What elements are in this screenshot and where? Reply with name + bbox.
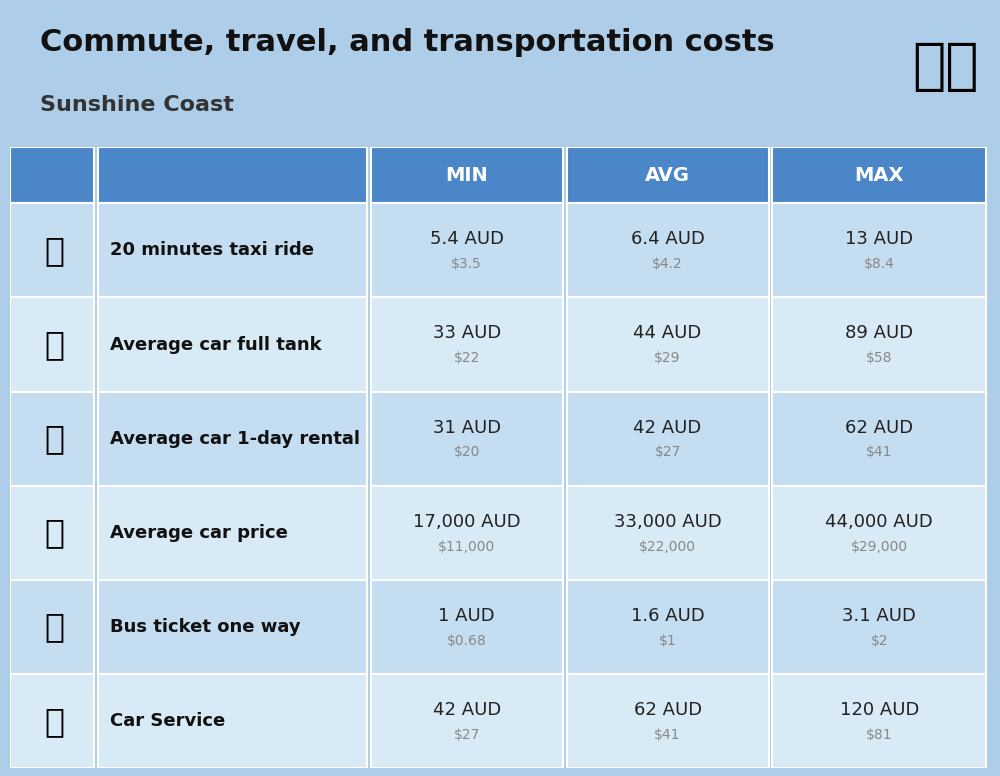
FancyBboxPatch shape [772, 147, 986, 203]
FancyBboxPatch shape [772, 297, 986, 392]
Text: Sunshine Coast: Sunshine Coast [40, 95, 234, 115]
FancyBboxPatch shape [10, 147, 94, 203]
Text: $3.5: $3.5 [451, 257, 482, 271]
FancyBboxPatch shape [10, 580, 94, 674]
Text: $1: $1 [659, 634, 676, 648]
FancyBboxPatch shape [567, 203, 769, 297]
Text: 🚗: 🚗 [44, 516, 64, 549]
Text: 🚕: 🚕 [44, 234, 64, 267]
Text: 33,000 AUD: 33,000 AUD [614, 513, 721, 531]
Text: $29: $29 [654, 352, 681, 365]
Text: 13 AUD: 13 AUD [845, 230, 913, 248]
Text: 120 AUD: 120 AUD [840, 701, 919, 719]
FancyBboxPatch shape [98, 297, 367, 392]
FancyBboxPatch shape [10, 203, 94, 297]
Text: $58: $58 [866, 352, 893, 365]
FancyBboxPatch shape [98, 147, 367, 203]
FancyBboxPatch shape [772, 580, 986, 674]
FancyBboxPatch shape [10, 297, 94, 392]
Text: 🛠: 🛠 [44, 705, 64, 738]
Text: 62 AUD: 62 AUD [845, 418, 913, 437]
Text: $4.2: $4.2 [652, 257, 683, 271]
FancyBboxPatch shape [98, 392, 367, 486]
Text: $22: $22 [453, 352, 480, 365]
FancyBboxPatch shape [772, 486, 986, 580]
FancyBboxPatch shape [371, 674, 563, 768]
FancyBboxPatch shape [10, 486, 94, 580]
Text: 31 AUD: 31 AUD [433, 418, 501, 437]
Text: ⛽: ⛽ [44, 328, 64, 361]
Text: Car Service: Car Service [110, 712, 225, 730]
Text: $81: $81 [866, 728, 893, 742]
Text: 5.4 AUD: 5.4 AUD [430, 230, 504, 248]
FancyBboxPatch shape [10, 392, 94, 486]
Text: Average car full tank: Average car full tank [110, 335, 322, 354]
FancyBboxPatch shape [371, 147, 563, 203]
Text: $27: $27 [453, 728, 480, 742]
Text: AVG: AVG [645, 166, 690, 185]
Text: 1 AUD: 1 AUD [438, 607, 495, 625]
Text: 33 AUD: 33 AUD [433, 324, 501, 342]
FancyBboxPatch shape [371, 203, 563, 297]
Text: 🚌: 🚌 [44, 611, 64, 643]
Text: 3.1 AUD: 3.1 AUD [842, 607, 916, 625]
FancyBboxPatch shape [567, 486, 769, 580]
Text: 44 AUD: 44 AUD [633, 324, 702, 342]
Text: 89 AUD: 89 AUD [845, 324, 913, 342]
Text: $11,000: $11,000 [438, 539, 495, 553]
Text: $8.4: $8.4 [864, 257, 895, 271]
FancyBboxPatch shape [98, 486, 367, 580]
Text: Bus ticket one way: Bus ticket one way [110, 618, 301, 636]
Text: 🚙: 🚙 [44, 422, 64, 456]
Text: 62 AUD: 62 AUD [634, 701, 702, 719]
FancyBboxPatch shape [567, 674, 769, 768]
FancyBboxPatch shape [567, 580, 769, 674]
Text: $22,000: $22,000 [639, 539, 696, 553]
FancyBboxPatch shape [772, 674, 986, 768]
FancyBboxPatch shape [567, 147, 769, 203]
FancyBboxPatch shape [10, 674, 94, 768]
FancyBboxPatch shape [772, 203, 986, 297]
FancyBboxPatch shape [98, 203, 367, 297]
FancyBboxPatch shape [772, 392, 986, 486]
Text: 6.4 AUD: 6.4 AUD [631, 230, 705, 248]
Text: 17,000 AUD: 17,000 AUD [413, 513, 520, 531]
Text: $20: $20 [453, 445, 480, 459]
Text: $2: $2 [870, 634, 888, 648]
Text: $29,000: $29,000 [851, 539, 908, 553]
Text: MAX: MAX [855, 166, 904, 185]
FancyBboxPatch shape [98, 580, 367, 674]
Text: 44,000 AUD: 44,000 AUD [825, 513, 933, 531]
Text: 🇦🇺: 🇦🇺 [912, 40, 978, 94]
FancyBboxPatch shape [371, 392, 563, 486]
Text: 20 minutes taxi ride: 20 minutes taxi ride [110, 241, 314, 259]
Text: Average car price: Average car price [110, 524, 288, 542]
FancyBboxPatch shape [567, 297, 769, 392]
Text: 42 AUD: 42 AUD [633, 418, 702, 437]
FancyBboxPatch shape [371, 580, 563, 674]
Text: $41: $41 [866, 445, 893, 459]
Text: 1.6 AUD: 1.6 AUD [631, 607, 704, 625]
Text: 42 AUD: 42 AUD [433, 701, 501, 719]
Text: $27: $27 [654, 445, 681, 459]
Text: MIN: MIN [445, 166, 488, 185]
Text: $41: $41 [654, 728, 681, 742]
FancyBboxPatch shape [98, 674, 367, 768]
FancyBboxPatch shape [371, 297, 563, 392]
Text: Average car 1-day rental: Average car 1-day rental [110, 430, 360, 448]
FancyBboxPatch shape [567, 392, 769, 486]
Text: $0.68: $0.68 [447, 634, 487, 648]
FancyBboxPatch shape [371, 486, 563, 580]
Text: Commute, travel, and transportation costs: Commute, travel, and transportation cost… [40, 28, 775, 57]
